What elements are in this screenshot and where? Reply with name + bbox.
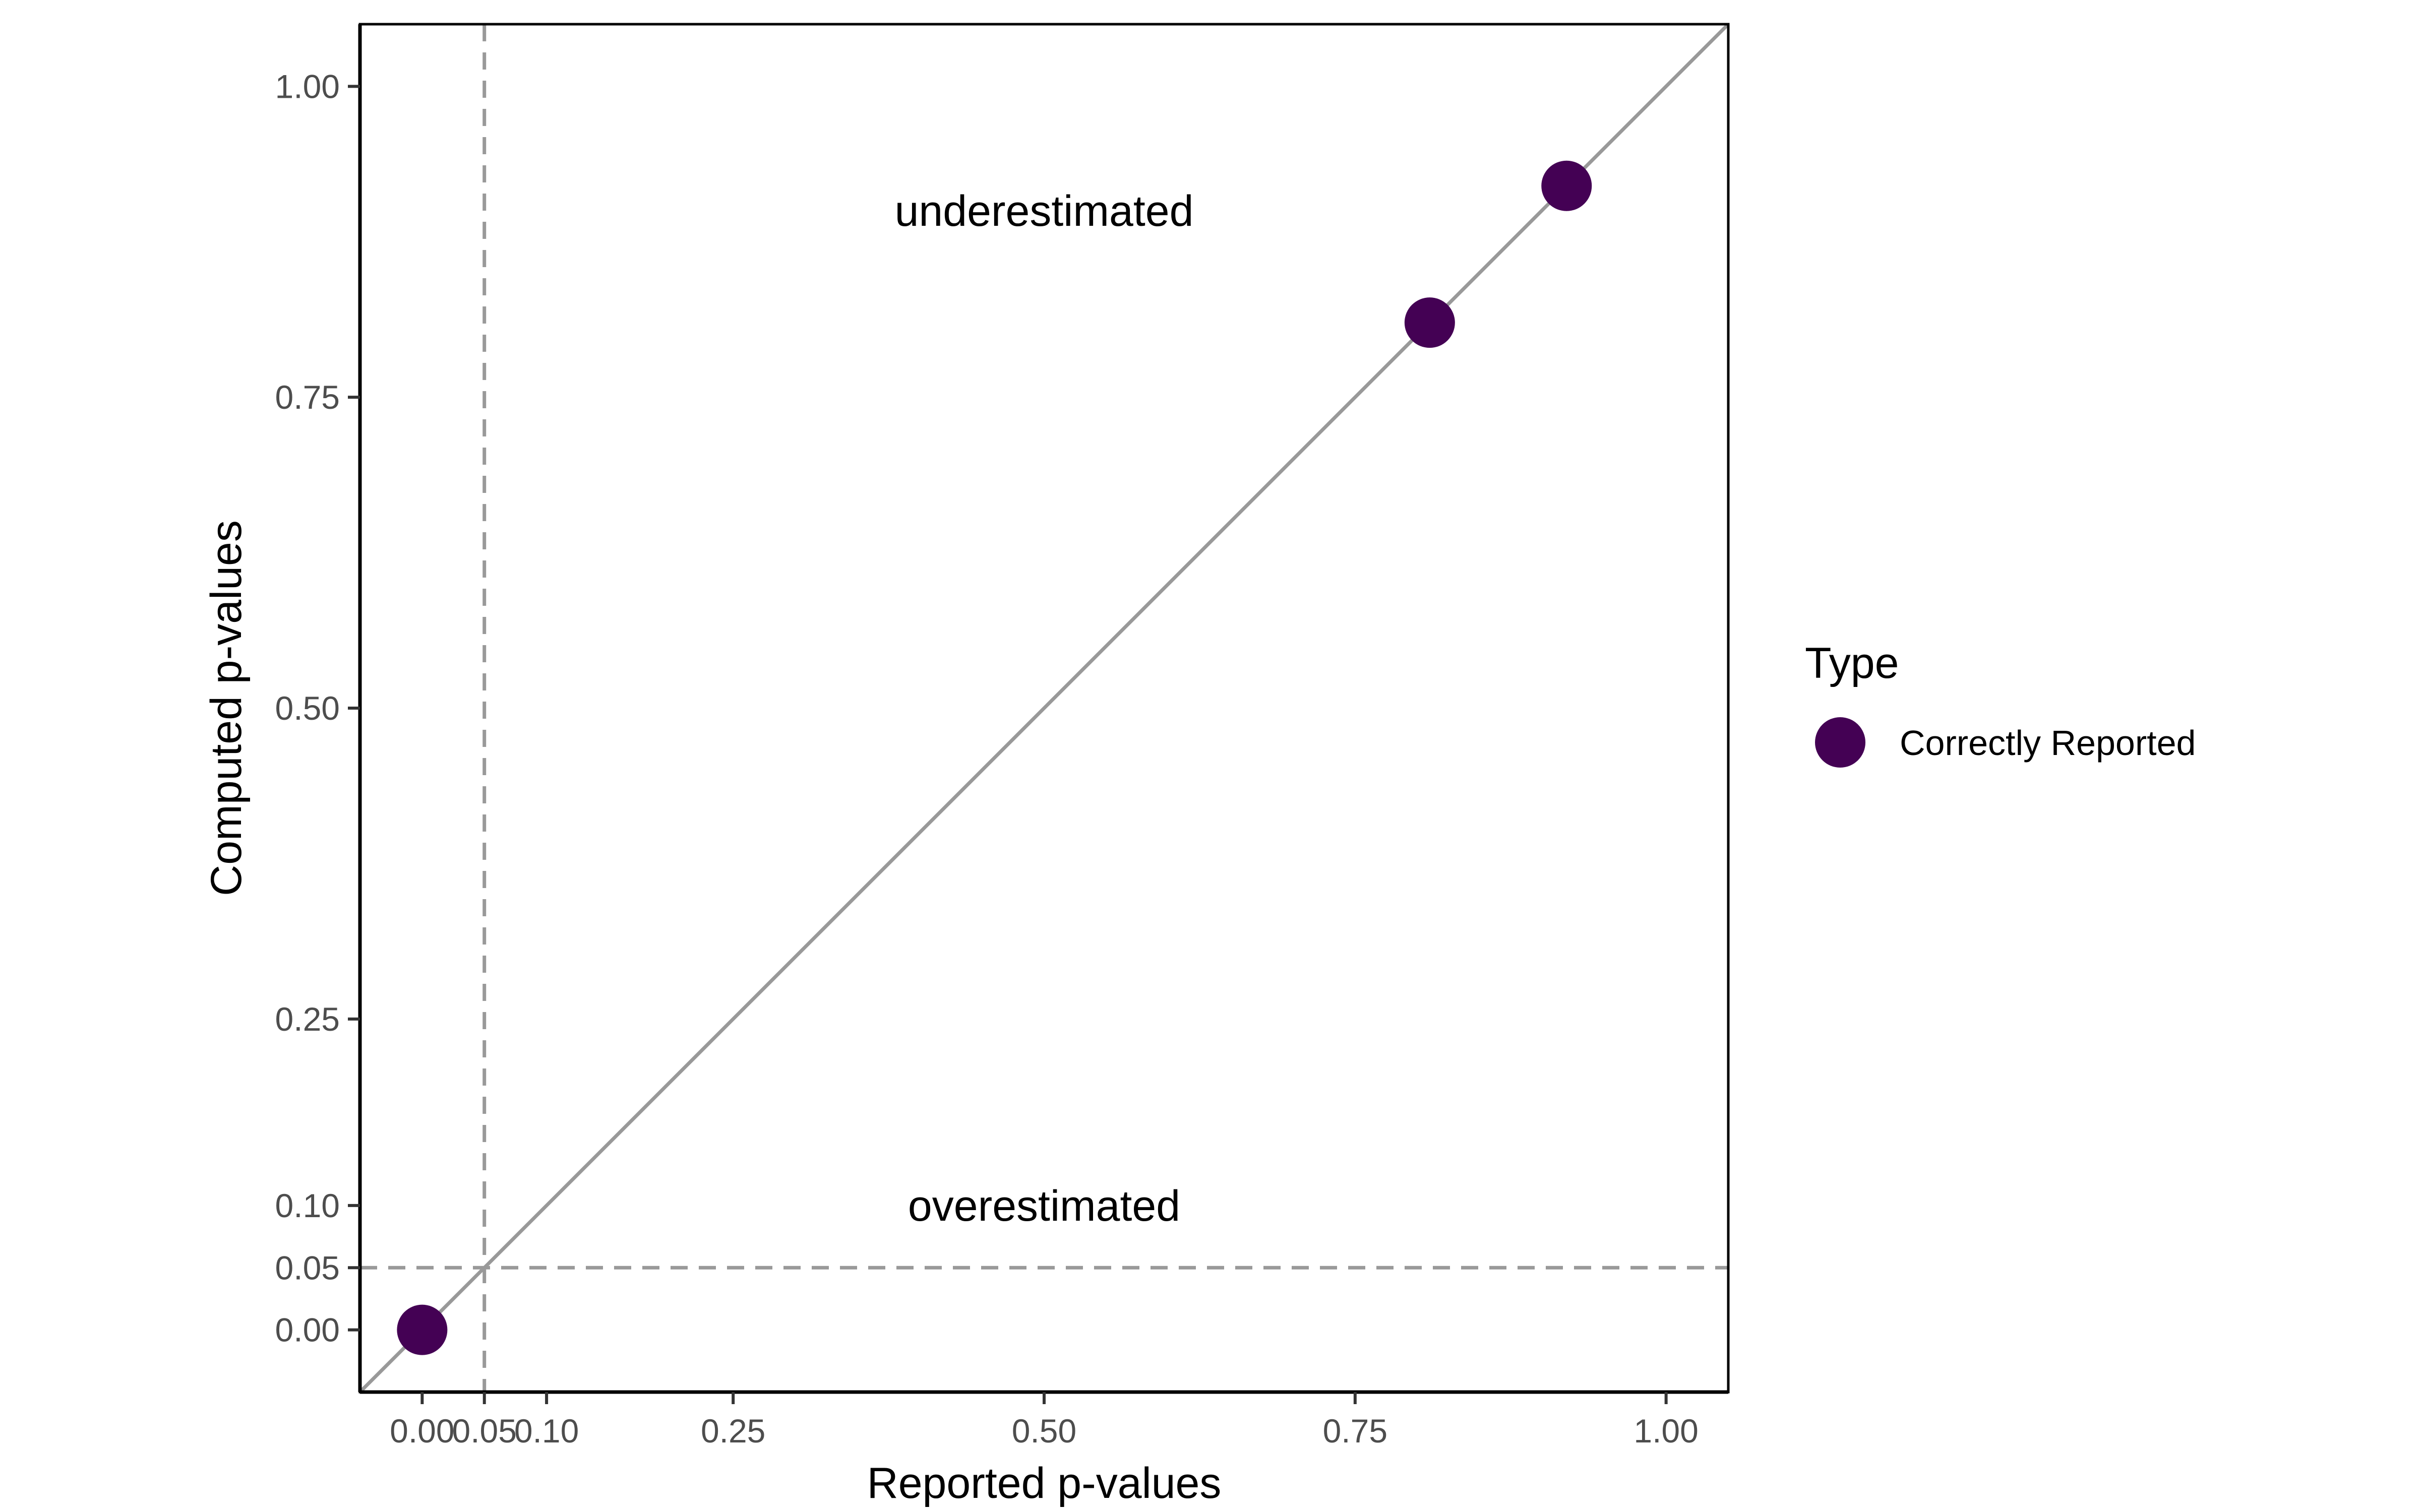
legend-key-correctly-reported bbox=[1815, 717, 1865, 768]
data-point-0-0 bbox=[397, 1304, 448, 1355]
x-axis-title: Reported p-values bbox=[867, 1459, 1222, 1507]
x-tick-label-1: 0.05 bbox=[452, 1412, 516, 1450]
x-tick-label-2: 0.10 bbox=[514, 1412, 579, 1450]
x-tick-label-4: 0.50 bbox=[1012, 1412, 1076, 1450]
x-tick-label-5: 0.75 bbox=[1323, 1412, 1387, 1450]
y-tick-label-2: 0.10 bbox=[275, 1187, 340, 1224]
legend-label-correctly-reported: Correctly Reported bbox=[1900, 723, 2196, 763]
x-tick-label-6: 1.00 bbox=[1634, 1412, 1698, 1450]
x-tick-label-0: 0.00 bbox=[390, 1412, 454, 1450]
annotation-underestimated: underestimated bbox=[895, 187, 1194, 235]
axes: 0.000.050.10 0.25 0.50 0.75 1.000.000.050.10… bbox=[275, 23, 1730, 1450]
y-tick-label-1: 0.05 bbox=[275, 1249, 340, 1286]
annotation-overestimated: overestimated bbox=[908, 1182, 1180, 1230]
data-point-0-2 bbox=[1541, 160, 1592, 211]
data-point-0-1 bbox=[1404, 297, 1455, 348]
diagonal-reference-line bbox=[360, 24, 1728, 1392]
y-tick-label-6: 1.00 bbox=[275, 68, 340, 105]
plot-contents bbox=[360, 24, 1728, 1392]
y-axis-title: Computed p-values bbox=[202, 520, 251, 896]
y-tick-label-3: 0.25 bbox=[275, 1000, 340, 1038]
y-tick-label-5: 0.75 bbox=[275, 379, 340, 416]
legend: Type Correctly Reported bbox=[1805, 639, 2196, 768]
legend-title: Type bbox=[1805, 639, 1899, 687]
y-tick-label-4: 0.50 bbox=[275, 689, 340, 727]
plot-area: underestimated overestimated bbox=[360, 24, 1728, 1392]
y-tick-label-0: 0.00 bbox=[275, 1311, 340, 1349]
x-tick-label-3: 0.25 bbox=[701, 1412, 765, 1450]
